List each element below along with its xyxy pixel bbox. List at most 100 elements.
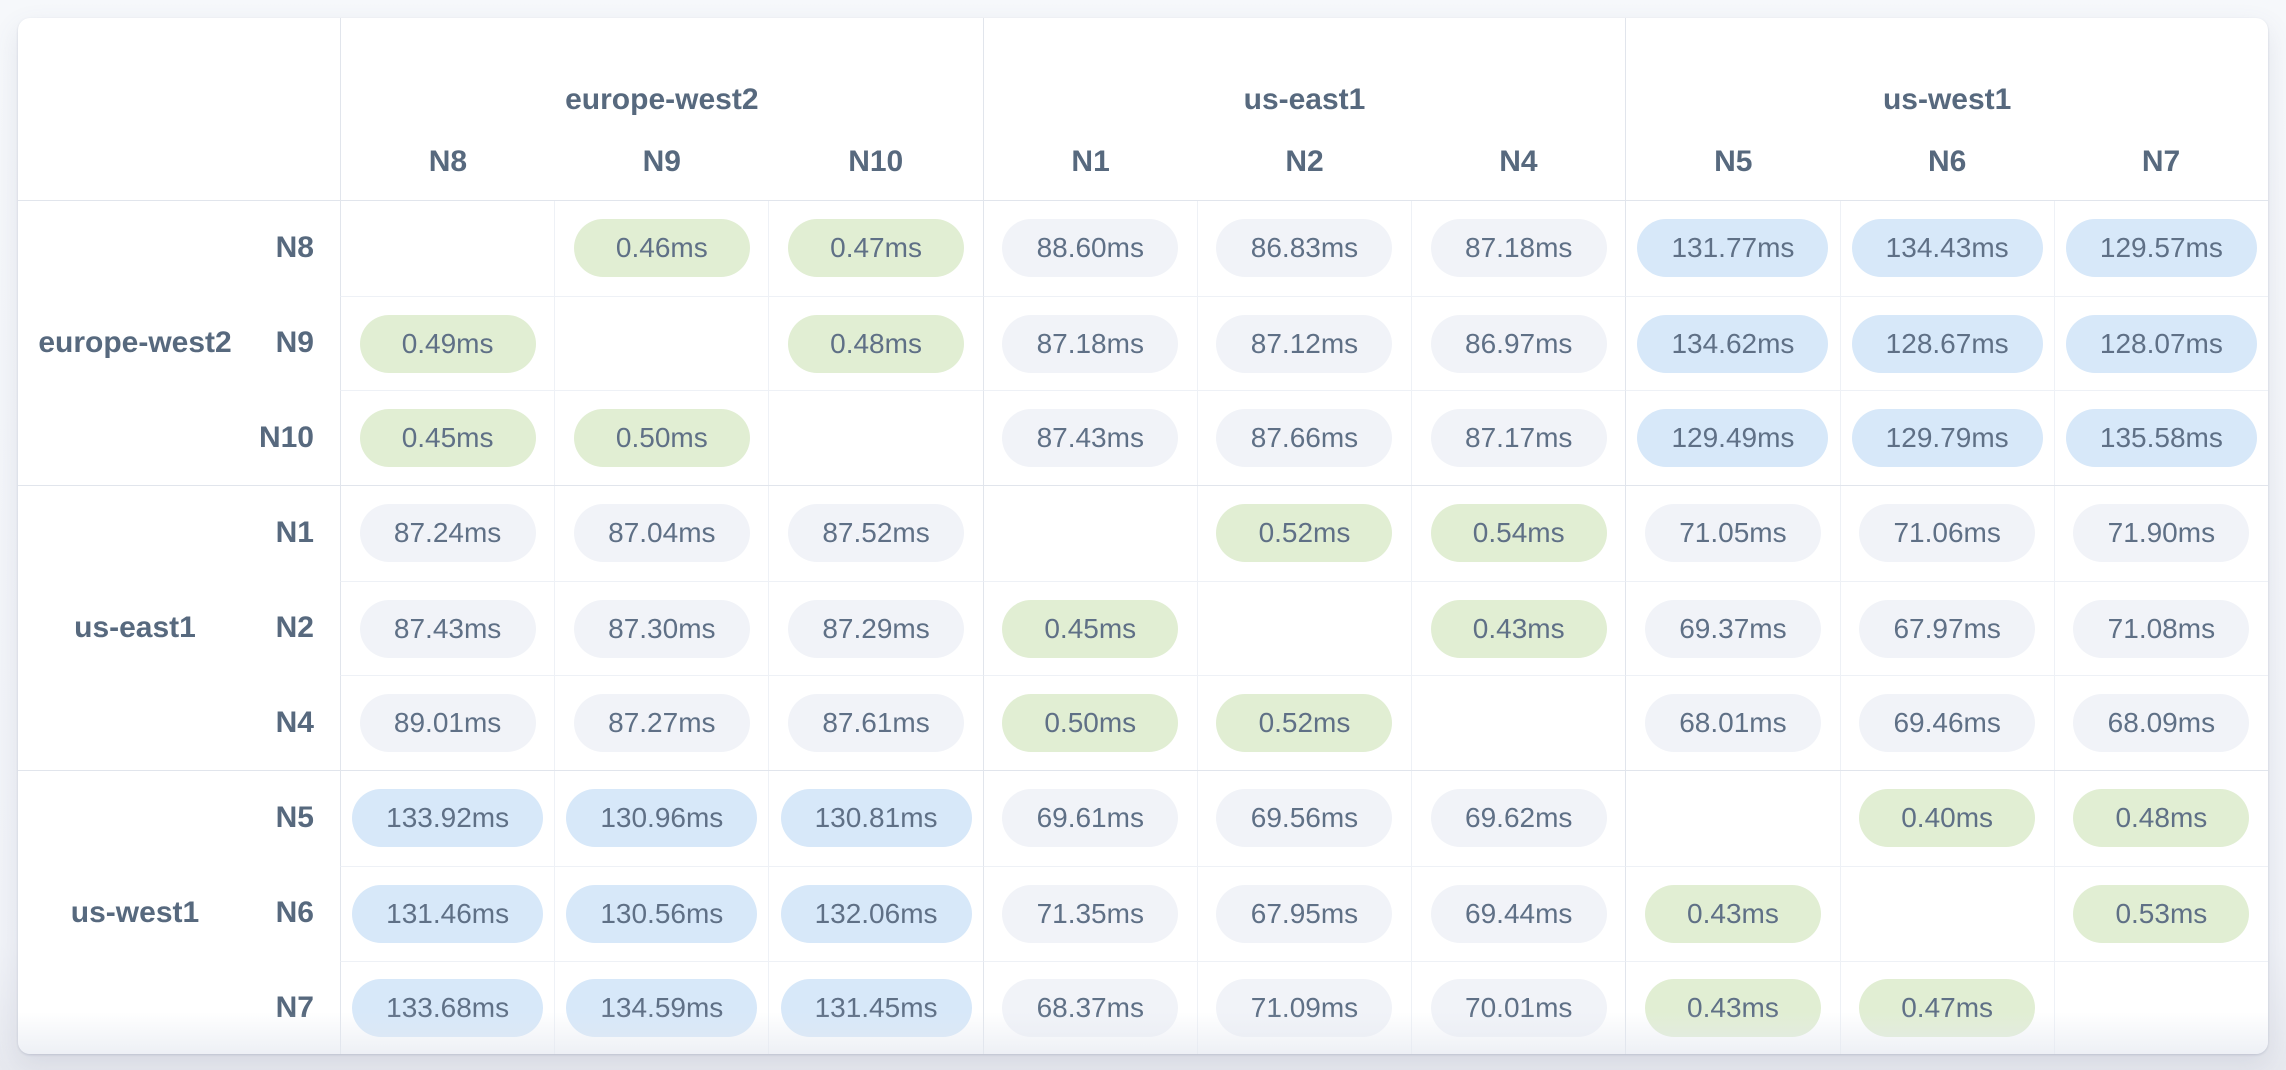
latency-pill: 134.62ms: [1637, 314, 1829, 373]
latency-cell-self: [1625, 771, 1839, 866]
latency-cell: 0.47ms: [768, 201, 982, 296]
latency-pill: 0.49ms: [359, 314, 536, 373]
latency-cell: 71.06ms: [1839, 486, 2054, 581]
latency-pill: 70.01ms: [1430, 979, 1607, 1038]
latency-cell: 0.50ms: [982, 675, 1197, 771]
latency-cell: 132.06ms: [768, 865, 983, 961]
latency-cell: 131.46ms: [340, 865, 555, 961]
latency-cell: 0.50ms: [554, 390, 769, 486]
latency-cell: 0.52ms: [1196, 486, 1411, 581]
column-group-us-west1: us-west1 N5 N6 N7: [1625, 18, 2268, 200]
latency-pill: 0.46ms: [573, 219, 750, 278]
row-region-name: us-west1: [70, 896, 200, 930]
latency-cell: 135.58ms: [2053, 390, 2268, 486]
latency-cell: 86.83ms: [1196, 201, 1411, 296]
latency-cell: 0.46ms: [554, 201, 768, 296]
latency-cell: 69.46ms: [1839, 675, 2054, 771]
latency-cell: 71.08ms: [2053, 580, 2268, 676]
latency-pill: 0.50ms: [573, 409, 750, 468]
latency-cell: 128.07ms: [2053, 295, 2268, 391]
latency-cell: 69.61ms: [982, 771, 1197, 866]
latency-pill: 87.12ms: [1216, 314, 1393, 373]
latency-cell: 69.62ms: [1411, 771, 1625, 866]
latency-pill: 0.45ms: [359, 409, 536, 468]
latency-cell: 128.67ms: [1839, 295, 2054, 391]
latency-pill: 131.77ms: [1637, 219, 1829, 278]
latency-pill: 0.52ms: [1216, 694, 1393, 753]
latency-cell: 133.68ms: [340, 960, 555, 1054]
latency-pill: 87.52ms: [788, 504, 965, 563]
latency-cell-self: [768, 390, 983, 486]
latency-cell: 134.62ms: [1625, 295, 1840, 391]
latency-pill: 68.09ms: [2073, 694, 2250, 753]
row-region-name: us-east1: [74, 611, 196, 645]
latency-cell: 71.09ms: [1196, 960, 1412, 1054]
latency-pill: 0.40ms: [1859, 789, 2036, 848]
latency-cell: 134.43ms: [1839, 201, 2054, 296]
latency-pill: 88.60ms: [1002, 219, 1179, 278]
latency-cell: 129.57ms: [2053, 201, 2268, 296]
latency-cell: 89.01ms: [340, 675, 555, 771]
latency-cell-self: [554, 295, 769, 391]
latency-pill: 87.29ms: [788, 599, 965, 658]
latency-pill: 71.08ms: [2073, 599, 2250, 658]
latency-pill: 68.01ms: [1644, 694, 1821, 753]
latency-cell: 70.01ms: [1411, 960, 1626, 1054]
row-node-label: N5: [275, 801, 314, 835]
latency-pill: 86.83ms: [1216, 219, 1393, 278]
latency-pill: 133.92ms: [352, 789, 544, 848]
latency-pill: 68.37ms: [1002, 979, 1179, 1038]
latency-cell: 87.12ms: [1196, 295, 1412, 391]
latency-pill: 87.18ms: [1430, 219, 1607, 278]
column-group-europe-west2: europe-west2 N8 N9 N10: [340, 18, 983, 200]
latency-cell-self: [340, 201, 554, 296]
latency-cell-self: [1411, 675, 1626, 771]
latency-cell: 87.61ms: [768, 675, 983, 771]
latency-cell-self: [982, 486, 1197, 581]
row-node-label: N8: [275, 231, 314, 265]
table-header: europe-west2 N8 N9 N10 us-east1 N1 N2 N4 us-west…: [18, 18, 2268, 200]
latency-cell-self: [1196, 580, 1412, 676]
latency-pill: 133.68ms: [352, 979, 544, 1038]
latency-pill: 69.61ms: [1002, 789, 1179, 848]
latency-pill: 87.30ms: [573, 599, 750, 658]
latency-cell: 87.29ms: [768, 580, 983, 676]
latency-pill: 0.52ms: [1216, 504, 1393, 563]
latency-cell: 0.48ms: [2053, 771, 2268, 866]
row-node-label: N10: [258, 420, 314, 454]
latency-pill: 67.95ms: [1216, 884, 1393, 943]
latency-cell: 0.40ms: [1839, 771, 2054, 866]
latency-cell: 68.37ms: [982, 960, 1197, 1054]
latency-pill: 0.43ms: [1644, 979, 1821, 1038]
latency-pill: 128.07ms: [2065, 314, 2257, 373]
column-region-name: us-east1: [1243, 83, 1366, 116]
latency-cell: 87.66ms: [1196, 390, 1412, 486]
latency-cell: 87.18ms: [1411, 201, 1625, 296]
latency-pill: 130.56ms: [566, 884, 758, 943]
latency-cell: 87.04ms: [554, 486, 768, 581]
latency-cell: 0.45ms: [982, 580, 1197, 676]
latency-pill: 0.47ms: [1859, 979, 2036, 1038]
row-node-label: N6: [275, 896, 314, 930]
latency-cell: 87.43ms: [340, 580, 555, 676]
latency-pill: 67.97ms: [1859, 599, 2036, 658]
latency-pill: 129.57ms: [2065, 219, 2257, 278]
column-node-label: N8: [428, 145, 468, 178]
latency-pill: 87.27ms: [573, 694, 750, 753]
latency-cell: 0.53ms: [2053, 865, 2268, 961]
table-body: europe-west2 N8 0.46ms 0.47ms 88.60ms 86.83ms…: [18, 200, 2268, 1054]
latency-cell: 69.44ms: [1411, 865, 1626, 961]
latency-cell: 129.79ms: [1839, 390, 2054, 486]
latency-pill: 71.06ms: [1859, 504, 2036, 563]
latency-pill: 132.06ms: [780, 884, 972, 943]
latency-pill: 69.37ms: [1644, 599, 1821, 658]
latency-pill: 129.49ms: [1637, 409, 1829, 468]
latency-cell: 134.59ms: [554, 960, 769, 1054]
latency-cell: 87.30ms: [554, 580, 769, 676]
latency-cell-self: [1839, 865, 2054, 961]
latency-pill: 0.43ms: [1430, 599, 1607, 658]
latency-pill: 86.97ms: [1430, 314, 1607, 373]
latency-pill: 0.48ms: [2073, 789, 2250, 848]
latency-pill: 71.09ms: [1216, 979, 1393, 1038]
column-region-name: europe-west2: [565, 83, 759, 116]
